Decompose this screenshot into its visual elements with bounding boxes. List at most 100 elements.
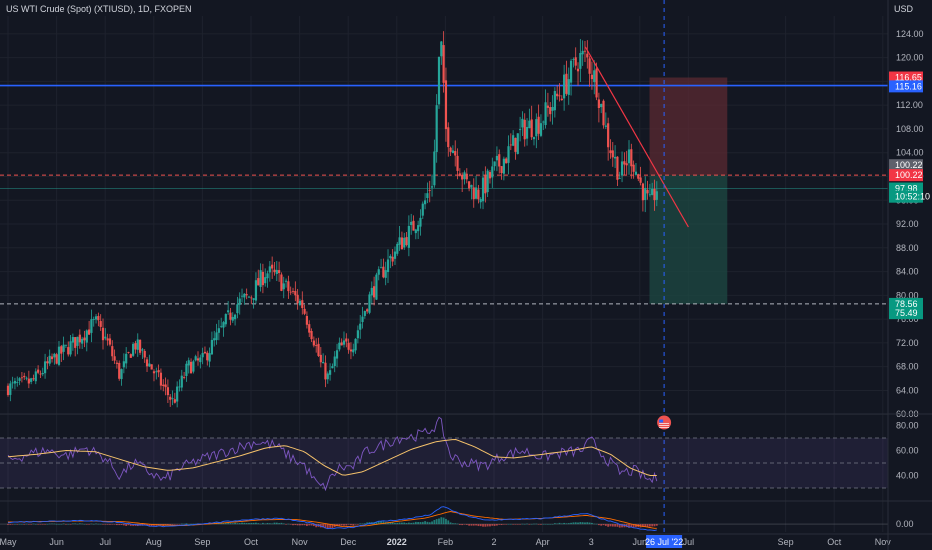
macd-histogram-bar (542, 523, 545, 525)
candle-body (465, 173, 468, 180)
candle-body (493, 161, 496, 167)
candle-body (616, 156, 619, 180)
macd-histogram-bar (438, 518, 440, 525)
macd-histogram-bar (574, 522, 577, 525)
candle-body (405, 237, 408, 246)
macd-histogram-bar (412, 522, 415, 525)
macd-histogram-bar (607, 524, 610, 527)
macd-histogram-bar (410, 522, 413, 525)
macd-histogram-bar (363, 523, 366, 525)
macd-histogram-bar (287, 523, 290, 525)
candle-body (164, 384, 167, 388)
macd-tick-label: 0.00 (896, 519, 914, 529)
candle-body (127, 352, 130, 353)
candle-body (83, 337, 86, 341)
macd-histogram-bar (632, 524, 635, 528)
macd-histogram-bar (454, 523, 457, 525)
macd-histogram-bar (331, 524, 334, 529)
candle-body (16, 382, 19, 383)
candle-body (600, 103, 603, 108)
macd-histogram-bar (588, 522, 591, 525)
candle-body (25, 377, 28, 379)
macd-line (7, 506, 657, 531)
candle-body (530, 119, 533, 138)
macd-histogram-bar (243, 522, 246, 525)
macd-histogram-bar (132, 524, 135, 526)
candle-body (410, 221, 413, 225)
macd-histogram-bar (591, 522, 593, 525)
macd-histogram-bar (419, 521, 422, 525)
candle-body (150, 364, 153, 370)
candle-body (563, 74, 566, 99)
macd-histogram-bar (81, 523, 84, 525)
candle-body (199, 357, 202, 363)
macd-histogram-bar (435, 519, 438, 525)
candle-body (261, 271, 264, 286)
candle-body (442, 45, 445, 83)
candle-body (505, 158, 508, 164)
macd-histogram-bar (428, 522, 431, 525)
candle-body (611, 150, 614, 158)
macd-histogram-bar (579, 522, 582, 525)
macd-histogram-bar (616, 524, 619, 527)
price-tick-label: 64.00 (896, 385, 919, 395)
candle-body (141, 349, 144, 351)
macd-histogram-bar (479, 524, 482, 527)
candle-body (282, 283, 285, 290)
macd-histogram-bar (380, 521, 382, 525)
macd-histogram-bar (146, 524, 148, 526)
macd-histogram-bar (299, 524, 301, 526)
candle-body (502, 158, 505, 174)
candle-body (625, 163, 628, 166)
macd-histogram-bar (271, 523, 274, 525)
macd-histogram-bar (30, 524, 33, 525)
macd-histogram-bar (519, 524, 521, 525)
candle-body (581, 50, 584, 55)
candle-body (354, 338, 357, 351)
macd-histogram-bar (111, 524, 114, 525)
entry-price-tag: 100.22 (895, 170, 923, 180)
candle-body (118, 362, 121, 379)
macd-histogram-bar (477, 524, 480, 527)
candle-body (187, 360, 190, 366)
candle-body (486, 170, 489, 193)
time-tick-label: Sep (194, 537, 210, 547)
candle-body (590, 74, 594, 80)
candle-body (208, 353, 211, 362)
macd-histogram-bar (97, 523, 100, 525)
entry-grey-tag: 100.22 (895, 160, 923, 170)
candle-body (518, 129, 522, 131)
candle-body (361, 316, 364, 323)
macd-histogram-bar (129, 524, 132, 526)
candle-body (403, 237, 406, 248)
candle-body (586, 53, 589, 58)
countdown-tag-bg (889, 190, 923, 203)
macd-histogram-bar (401, 522, 403, 525)
candle-body (27, 378, 30, 384)
macd-histogram-bar (14, 524, 16, 525)
candle-body (375, 274, 378, 300)
price-tick-label: 112.00 (896, 100, 923, 110)
macd-histogram-bar (192, 523, 195, 525)
macd-histogram-bar (312, 524, 315, 527)
time-tick-label: Oct (244, 537, 259, 547)
candle-body (229, 312, 232, 320)
candle-body (349, 349, 353, 352)
candle-body (9, 383, 12, 395)
candle-body (220, 325, 223, 327)
macd-histogram-bar (556, 523, 559, 525)
candle-body (305, 316, 309, 325)
candle-body (549, 107, 552, 115)
macd-histogram-bar (266, 522, 269, 525)
macd-histogram-bar (65, 524, 67, 525)
macd-histogram-bar (414, 521, 417, 525)
candle-body (162, 384, 165, 387)
macd-histogram-bar (502, 524, 505, 525)
macd-histogram-bar (301, 524, 304, 526)
candle-body (604, 125, 607, 127)
candle-body (90, 319, 93, 333)
macd-histogram-bar (44, 524, 46, 525)
rsi-panel (0, 416, 888, 492)
candle-body (254, 280, 258, 301)
